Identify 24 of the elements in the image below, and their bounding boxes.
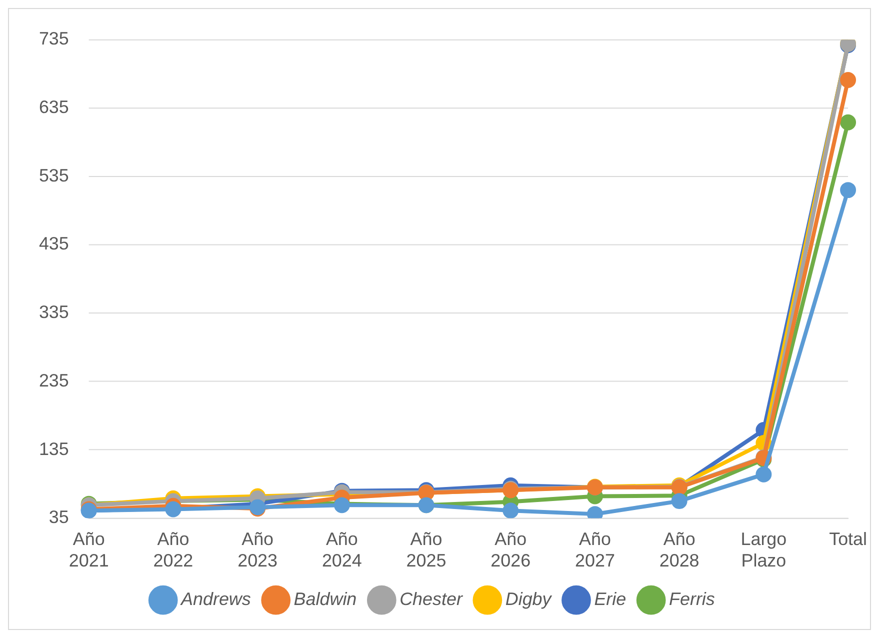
x-tick-label: Año 2021: [68, 528, 109, 570]
legend-label: Ferris: [669, 589, 715, 610]
y-tick-label: 35: [48, 507, 69, 528]
y-tick-label: 535: [38, 165, 69, 186]
x-tick-label: Año 2023: [238, 528, 278, 570]
y-tick-label: 635: [38, 97, 69, 118]
legend-label: Chester: [400, 589, 464, 610]
x-tick-label: Año 2024: [322, 528, 362, 570]
y-tick-label: 135: [38, 438, 69, 459]
y-tick-label: 235: [38, 370, 69, 390]
y-tick-label: 335: [38, 302, 69, 322]
legend-label: Andrews: [180, 589, 251, 610]
x-tick-label: Año 2025: [406, 528, 446, 570]
legend-label: Baldwin: [294, 589, 357, 610]
y-tick-label: 435: [38, 234, 69, 254]
x-tick-label: Año 2027: [575, 528, 615, 570]
x-tick-label: Año 2022: [153, 528, 194, 570]
x-tick-label: Año 2026: [490, 528, 531, 570]
y-tick-label: 735: [38, 28, 69, 49]
legend-label: Erie: [594, 589, 626, 610]
x-tick-label: Total: [829, 528, 867, 549]
x-tick-label: Año 2028: [659, 528, 700, 570]
x-tick-label: Largo Plazo: [740, 528, 787, 570]
legend-label: Digby: [505, 589, 552, 610]
